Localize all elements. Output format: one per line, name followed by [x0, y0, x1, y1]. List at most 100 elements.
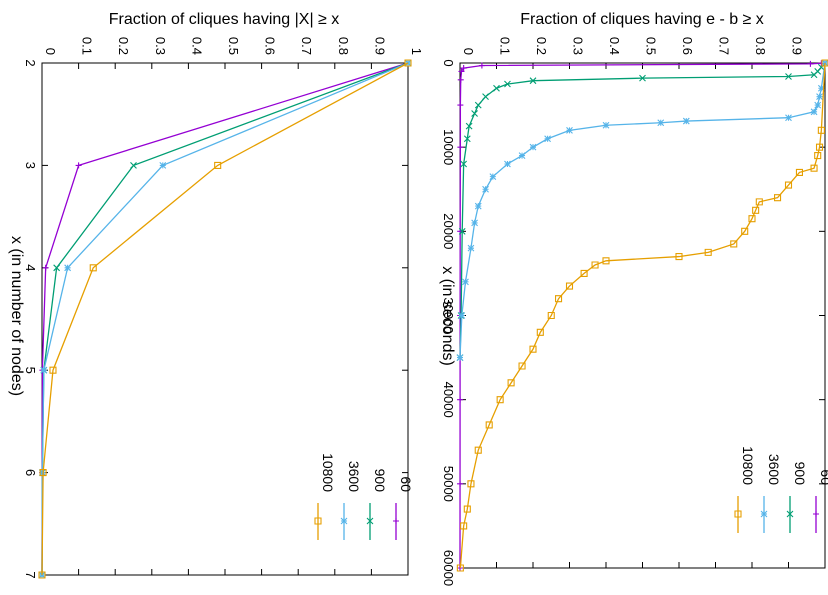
series-line-900 — [459, 62, 826, 358]
data-point-3600 — [814, 101, 822, 109]
data-point-10800 — [496, 396, 504, 404]
x-tick-label: 3 — [23, 162, 38, 169]
y-tick-label: 0.1 — [498, 37, 513, 55]
x-tick-label: 60000 — [441, 550, 456, 586]
plot-frame — [459, 62, 826, 569]
data-point-3600 — [810, 108, 818, 116]
data-point-900 — [785, 73, 792, 80]
series-line-3600 — [41, 62, 409, 576]
data-point-10800 — [821, 59, 828, 67]
y-tick-label: 0.4 — [189, 37, 204, 55]
series-layer — [38, 59, 412, 579]
legend-marker-60 — [393, 518, 399, 524]
y-tick-label: 0.2 — [534, 37, 549, 55]
x-axis-label: x (in seconds) — [439, 266, 456, 366]
data-point-10800 — [529, 345, 537, 353]
data-point-3600 — [489, 173, 497, 181]
y-tick-label: 0.6 — [263, 37, 278, 55]
data-point-10800 — [784, 181, 793, 189]
data-point-3600 — [816, 93, 823, 101]
y-tick-label: 0.3 — [571, 37, 586, 55]
data-point-10800 — [467, 480, 475, 488]
y-tick-label: 0.8 — [336, 37, 351, 55]
x-tick-label: 4 — [23, 264, 38, 271]
x-axis-label: x (in number of nodes) — [8, 236, 25, 396]
data-point-3600 — [64, 264, 72, 272]
y-tick-label: 0 — [43, 48, 58, 55]
legend-marker-10800 — [314, 517, 322, 525]
data-point-10800 — [795, 168, 803, 176]
data-point-10800 — [565, 282, 574, 290]
y-axis-label: Fraction of cliques having |X| ≥ x — [109, 11, 340, 28]
data-point-60 — [42, 264, 49, 271]
x-tick-label: 5 — [23, 367, 38, 374]
data-point-10800 — [555, 295, 563, 303]
data-point-10800 — [752, 206, 760, 214]
data-point-10800 — [474, 446, 482, 454]
data-point-900 — [53, 264, 61, 272]
data-point-3600 — [602, 121, 610, 129]
legend-marker-3600 — [760, 510, 768, 518]
data-point-900 — [810, 71, 818, 79]
y-tick-label: 0.8 — [753, 37, 768, 55]
legend: 10800 3600 900 60 — [734, 446, 828, 533]
y-axis-label: Fraction of cliques having e - b ≥ x — [520, 11, 764, 28]
data-point-60 — [75, 162, 82, 169]
data-point-900 — [474, 101, 482, 109]
y-ticks: 0 0.1 0.2 0.3 0.4 0.5 0.6 0.7 0.8 0.9 1 — [459, 37, 828, 568]
x-ticks: 2 3 4 5 6 7 — [23, 59, 408, 579]
data-point-10800 — [456, 564, 464, 572]
legend-label-900: 900 — [372, 469, 388, 493]
data-point-3600 — [458, 312, 466, 319]
data-point-10800 — [580, 269, 588, 277]
series-layer — [456, 59, 828, 572]
data-point-10800 — [815, 143, 824, 151]
y-tick-label: 0.7 — [299, 37, 314, 55]
data-point-10800 — [49, 366, 57, 374]
data-point-60 — [807, 60, 814, 67]
timespan-chart: Fraction of cliques having e - b ≥ x x (… — [439, 11, 828, 586]
x-tick-label: 50000 — [441, 466, 456, 502]
series-line-3600 — [459, 62, 826, 358]
legend-label-3600: 3600 — [766, 454, 782, 485]
y-tick-label: 0.9 — [372, 37, 387, 55]
data-point-10800 — [817, 126, 825, 134]
y-tick-label: 0.5 — [226, 37, 241, 55]
y-tick-label: 0.4 — [607, 37, 622, 55]
x-tick-label: 10000 — [441, 129, 456, 165]
data-point-10800 — [675, 253, 683, 261]
data-point-10800 — [485, 421, 493, 429]
data-point-10800 — [814, 152, 822, 160]
data-point-3600 — [785, 114, 792, 122]
data-point-3600 — [40, 366, 48, 374]
data-point-10800 — [774, 194, 782, 202]
data-point-60 — [458, 68, 465, 75]
data-point-3600 — [38, 469, 46, 476]
data-point-60 — [478, 62, 485, 69]
data-point-10800 — [536, 328, 544, 336]
data-point-10800 — [39, 469, 47, 477]
series-line-60 — [459, 62, 826, 569]
x-tick-label: 6 — [23, 469, 38, 476]
data-point-900 — [463, 135, 471, 143]
data-point-10800 — [748, 215, 756, 223]
y-tick-label: 0.9 — [790, 37, 805, 55]
data-point-3600 — [471, 219, 478, 227]
legend-marker-60 — [813, 511, 819, 517]
data-point-900 — [493, 84, 500, 92]
x-tick-label: 20000 — [441, 213, 456, 249]
data-point-900 — [465, 122, 473, 130]
series-line-10800 — [41, 62, 409, 576]
y-tick-label: 1 — [826, 48, 828, 55]
data-point-3600 — [456, 354, 464, 361]
legend-label-3600: 3600 — [346, 461, 362, 492]
data-point-10800 — [730, 240, 738, 248]
legend-marker-3600 — [340, 517, 348, 525]
legend-marker-900 — [366, 517, 374, 525]
data-point-60 — [457, 396, 464, 403]
data-point-60 — [457, 76, 464, 83]
data-point-60 — [457, 102, 464, 109]
data-point-900 — [130, 162, 137, 169]
data-point-10800 — [704, 248, 712, 256]
data-point-10800 — [404, 59, 412, 67]
